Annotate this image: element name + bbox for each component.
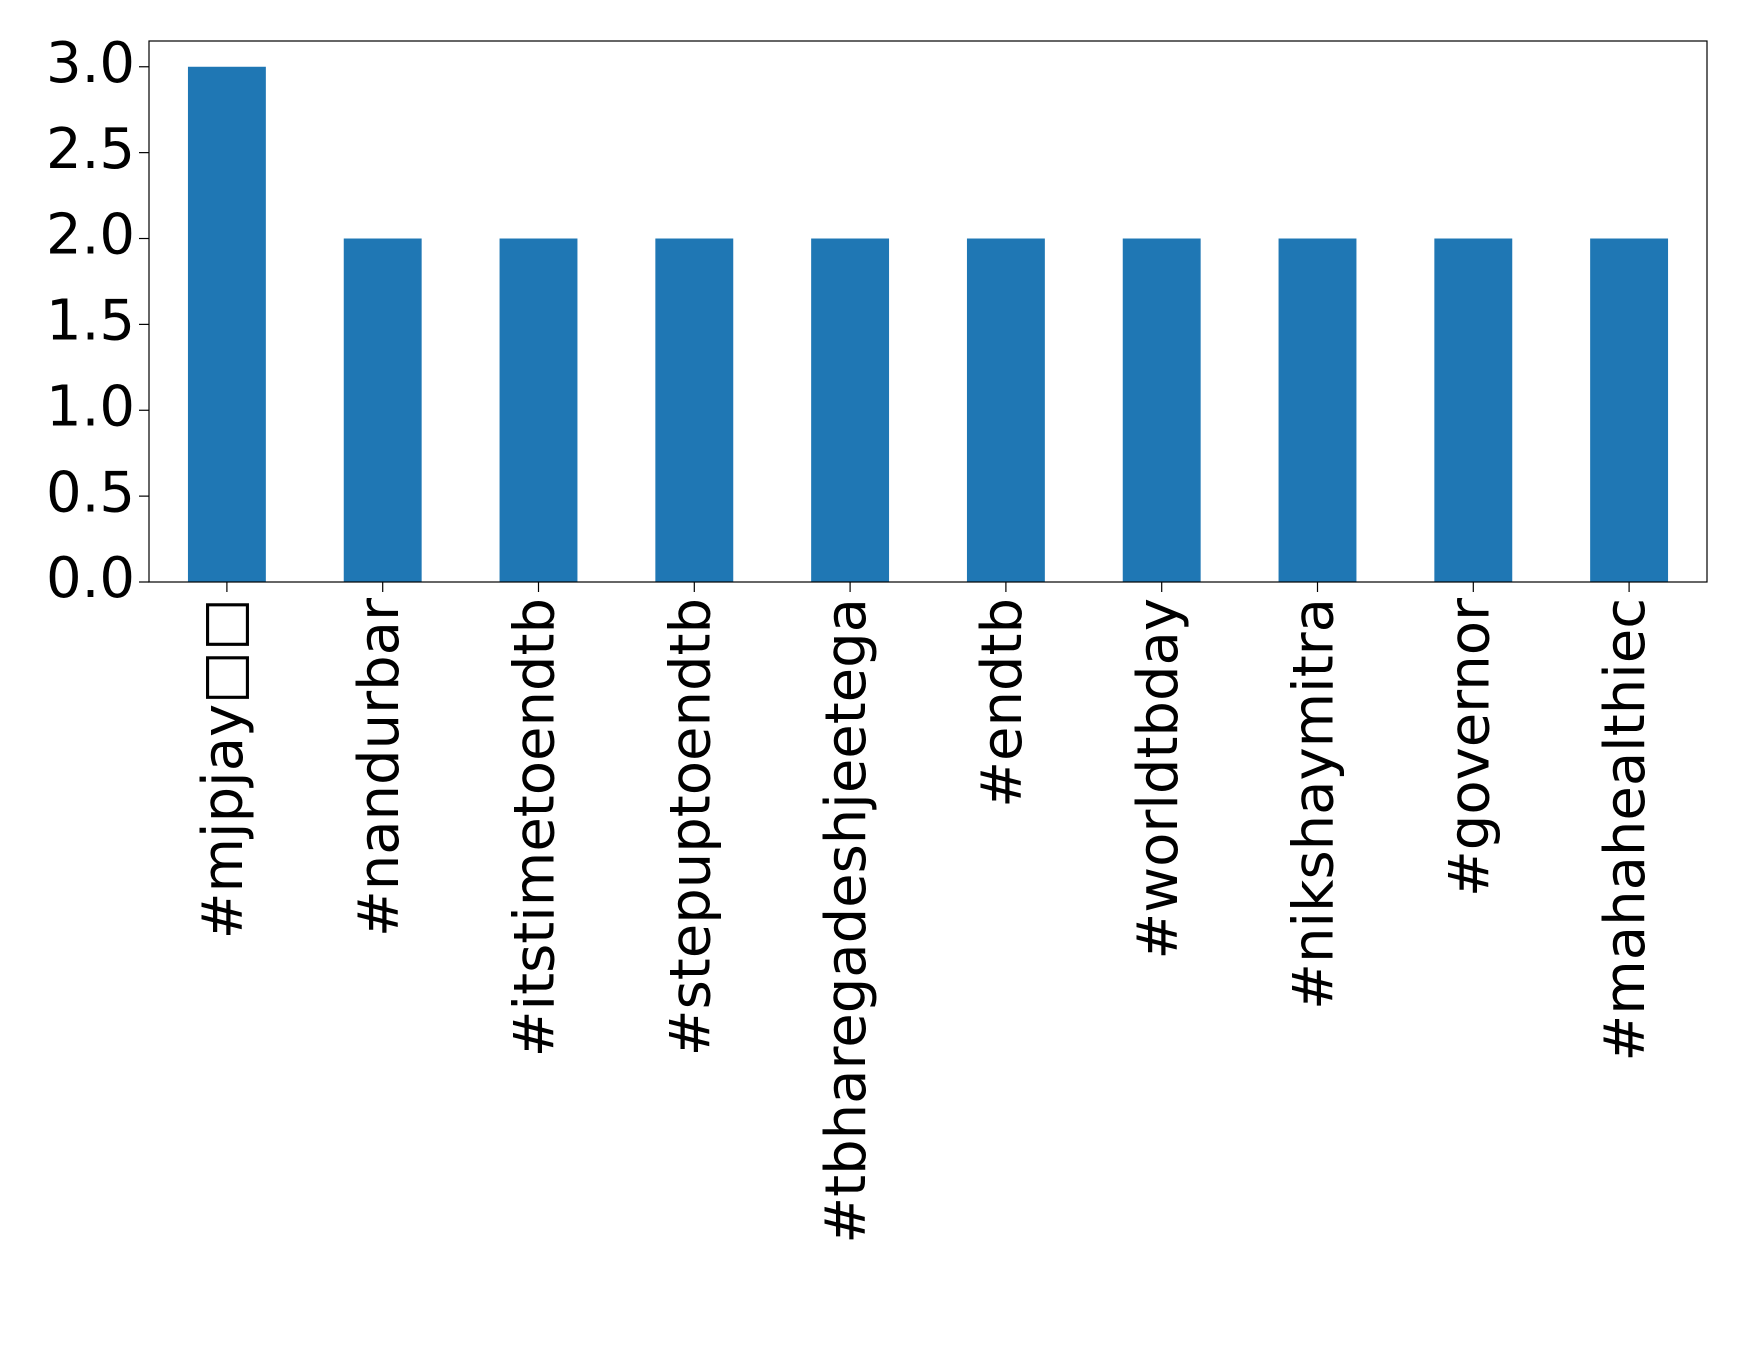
bar bbox=[655, 238, 734, 582]
bar bbox=[1122, 238, 1201, 582]
y-tick-label: 2.0 bbox=[46, 203, 135, 268]
x-tick-label: #tbharegadeshjeetega bbox=[814, 598, 879, 1244]
y-tick-label: 0.5 bbox=[46, 460, 135, 525]
bar bbox=[1278, 238, 1357, 582]
bar bbox=[1590, 238, 1669, 582]
y-tick-label: 1.5 bbox=[46, 289, 135, 354]
y-tick-label: 2.5 bbox=[46, 117, 135, 182]
bar bbox=[966, 238, 1045, 582]
bar bbox=[187, 66, 266, 582]
x-tick-label: #nikshaymitra bbox=[1282, 598, 1347, 1010]
bar bbox=[343, 238, 422, 582]
y-tick-label: 0.0 bbox=[46, 546, 135, 611]
x-tick-label: #worldtbday bbox=[1126, 598, 1191, 960]
x-tick-label: #itstimetoendtb bbox=[503, 598, 568, 1057]
x-tick-label: #mjpjay□□ bbox=[191, 598, 256, 939]
x-tick-label: #endtb bbox=[970, 598, 1035, 808]
bar bbox=[499, 238, 578, 582]
y-tick-label: 1.0 bbox=[46, 374, 135, 439]
y-tick-label: 3.0 bbox=[46, 31, 135, 96]
x-tick-label: #nandurbar bbox=[347, 597, 412, 937]
x-tick-label: #mahahealthiec bbox=[1593, 598, 1658, 1062]
x-tick-label: #stepuptoendtb bbox=[658, 598, 723, 1056]
plot-frame bbox=[148, 40, 1708, 583]
bar bbox=[811, 238, 890, 582]
x-tick-label: #governor bbox=[1437, 597, 1502, 897]
bar bbox=[1434, 238, 1513, 582]
